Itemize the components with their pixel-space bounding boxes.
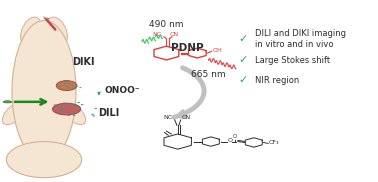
Text: CF₃: CF₃ (269, 140, 279, 145)
Text: NIR region: NIR region (255, 76, 299, 85)
Ellipse shape (3, 101, 12, 103)
Text: O: O (232, 134, 237, 139)
Circle shape (60, 108, 64, 109)
Circle shape (60, 109, 63, 110)
Text: PDNP: PDNP (171, 43, 203, 53)
Ellipse shape (6, 142, 82, 178)
Text: O: O (228, 138, 233, 143)
Circle shape (92, 115, 95, 117)
Circle shape (67, 87, 70, 88)
Text: DILI: DILI (99, 108, 120, 118)
Circle shape (72, 88, 74, 89)
Circle shape (64, 81, 67, 82)
Circle shape (70, 105, 73, 106)
Ellipse shape (47, 17, 67, 46)
Text: CN: CN (181, 115, 191, 120)
Circle shape (91, 114, 94, 115)
Circle shape (68, 83, 70, 84)
Circle shape (79, 87, 82, 88)
Circle shape (81, 104, 84, 105)
Text: DILI and DIKI imaging
in vitro and in vivo: DILI and DIKI imaging in vitro and in vi… (255, 29, 346, 49)
Circle shape (62, 108, 65, 110)
Circle shape (74, 105, 77, 106)
Ellipse shape (60, 101, 86, 125)
Circle shape (77, 102, 80, 103)
Text: Large Stokes shift: Large Stokes shift (255, 56, 330, 65)
Text: DIKI: DIKI (72, 57, 95, 67)
Circle shape (54, 104, 56, 106)
Text: 665 nm: 665 nm (191, 70, 226, 79)
Ellipse shape (2, 101, 28, 125)
Text: ✓: ✓ (238, 34, 247, 44)
Text: ONOO⁻: ONOO⁻ (104, 86, 140, 96)
Circle shape (66, 81, 68, 82)
Circle shape (94, 108, 97, 109)
Circle shape (64, 85, 67, 86)
Circle shape (73, 114, 76, 116)
Ellipse shape (51, 165, 67, 175)
Text: ✓: ✓ (238, 75, 247, 85)
Ellipse shape (53, 103, 81, 115)
Circle shape (76, 85, 78, 86)
Text: NC: NC (163, 115, 172, 120)
Ellipse shape (56, 81, 77, 91)
Circle shape (75, 86, 77, 88)
Ellipse shape (20, 17, 41, 46)
Circle shape (63, 102, 66, 104)
Circle shape (58, 85, 60, 86)
Text: 490 nm: 490 nm (149, 20, 184, 29)
Ellipse shape (21, 165, 37, 175)
Text: CN: CN (170, 32, 179, 37)
Text: NC: NC (152, 32, 161, 37)
Text: ✓: ✓ (238, 55, 247, 65)
Text: OH: OH (212, 48, 222, 53)
Ellipse shape (12, 21, 76, 161)
Circle shape (67, 115, 70, 116)
